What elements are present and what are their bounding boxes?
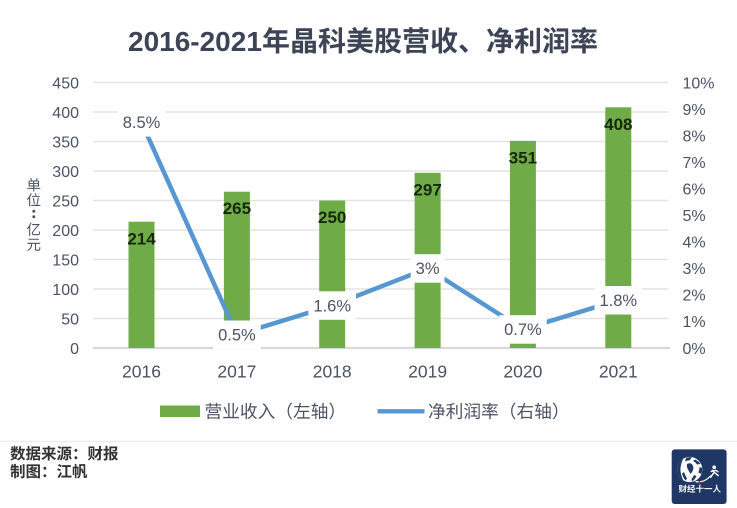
svg-text:1%: 1%	[683, 314, 706, 331]
svg-text:8%: 8%	[683, 128, 706, 145]
svg-text:1.6%: 1.6%	[313, 297, 351, 315]
svg-text:4%: 4%	[683, 235, 706, 252]
svg-text:2016-2021: 2016-2021	[128, 26, 262, 57]
svg-text:0%: 0%	[683, 341, 706, 358]
svg-text:200: 200	[52, 223, 79, 240]
svg-text:50: 50	[61, 311, 79, 328]
svg-text:2017: 2017	[217, 361, 256, 381]
svg-text:450: 450	[52, 75, 79, 92]
svg-text:2019: 2019	[408, 361, 447, 381]
svg-text:400: 400	[52, 105, 79, 122]
svg-text:0.5%: 0.5%	[218, 327, 256, 345]
svg-text:2021: 2021	[599, 361, 638, 381]
svg-text:8.5%: 8.5%	[123, 114, 161, 132]
svg-text:408: 408	[604, 115, 632, 134]
svg-text:300: 300	[52, 164, 79, 181]
svg-text:1.8%: 1.8%	[599, 292, 637, 310]
svg-text:5%: 5%	[683, 208, 706, 225]
svg-text:265: 265	[223, 199, 251, 218]
svg-text:150: 150	[52, 252, 79, 269]
svg-text:9%: 9%	[683, 102, 706, 119]
svg-text:10%: 10%	[683, 75, 715, 92]
svg-text:7%: 7%	[683, 155, 706, 172]
svg-text:2016: 2016	[122, 361, 161, 381]
svg-text:250: 250	[318, 208, 346, 227]
svg-text:3%: 3%	[683, 261, 706, 278]
svg-text:297: 297	[413, 180, 441, 199]
svg-text:3%: 3%	[416, 260, 440, 278]
svg-text:100: 100	[52, 282, 79, 299]
svg-text:250: 250	[52, 193, 79, 210]
svg-text:2018: 2018	[313, 361, 352, 381]
svg-text:0.7%: 0.7%	[504, 321, 542, 339]
svg-text:0: 0	[70, 341, 79, 358]
svg-text:6%: 6%	[683, 182, 706, 199]
svg-text:350: 350	[52, 134, 79, 151]
svg-text:2020: 2020	[503, 361, 542, 381]
svg-text:214: 214	[127, 229, 156, 248]
svg-text:2%: 2%	[683, 288, 706, 305]
svg-text:351: 351	[509, 149, 537, 168]
